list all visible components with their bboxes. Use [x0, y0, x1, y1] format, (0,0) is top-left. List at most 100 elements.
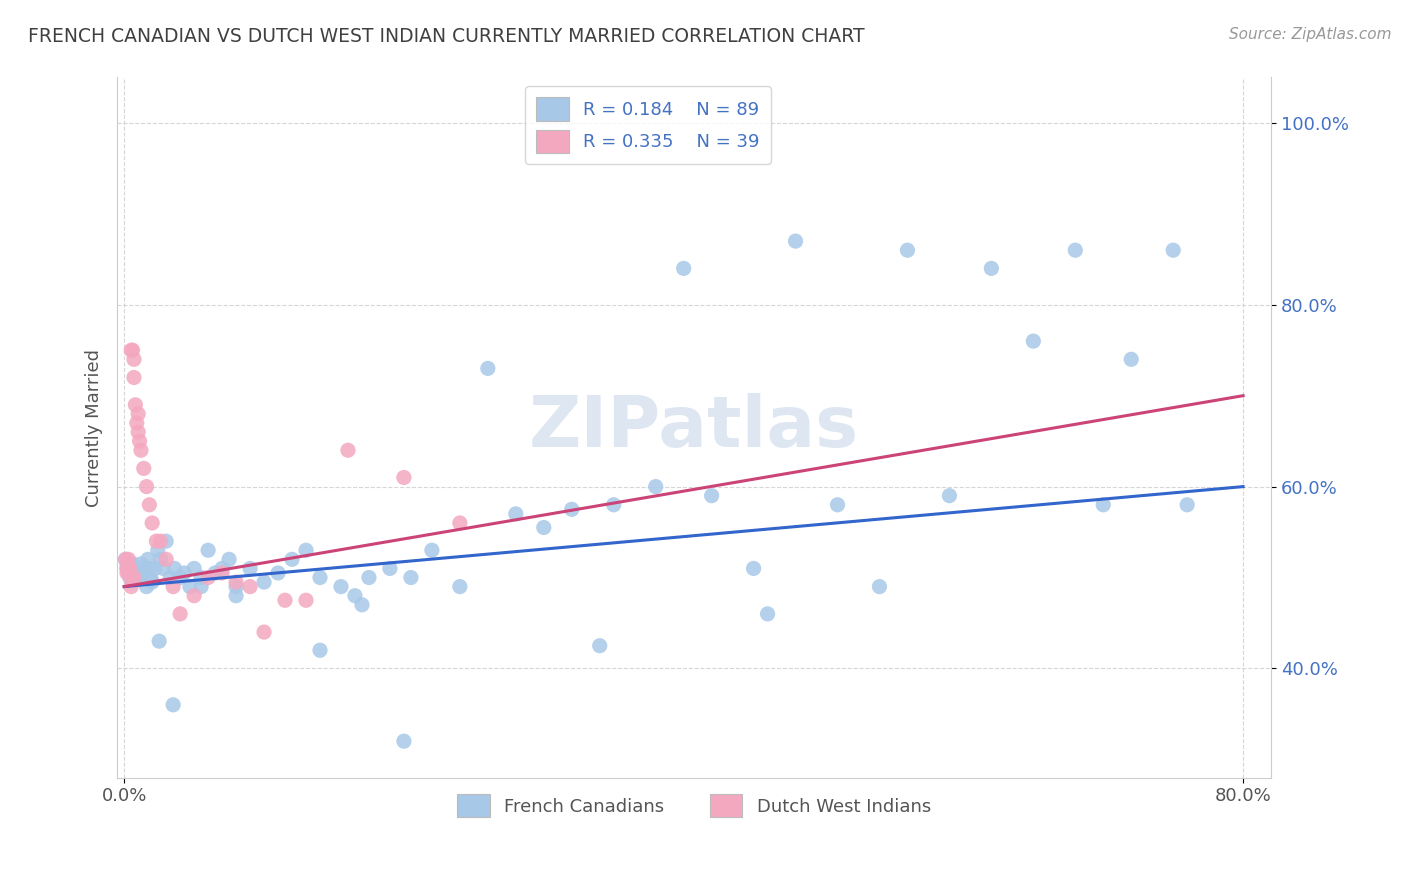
Point	[155, 552, 177, 566]
Point	[225, 575, 247, 590]
Point	[295, 543, 318, 558]
Point	[1064, 243, 1087, 257]
Point	[141, 516, 163, 530]
Point	[533, 520, 555, 534]
Point	[122, 352, 145, 367]
Point	[120, 343, 142, 358]
Legend: French Canadians, Dutch West Indians: French Canadians, Dutch West Indians	[450, 787, 938, 824]
Point	[127, 570, 149, 584]
Point	[477, 361, 499, 376]
Point	[118, 570, 141, 584]
Point	[378, 561, 401, 575]
Point	[742, 561, 765, 575]
Point	[183, 589, 205, 603]
Point	[152, 561, 174, 575]
Point	[120, 570, 142, 584]
Point	[505, 507, 527, 521]
Point	[225, 589, 247, 603]
Point	[114, 552, 136, 566]
Point	[700, 489, 723, 503]
Point	[135, 480, 157, 494]
Point	[120, 566, 142, 580]
Point	[211, 561, 233, 575]
Point	[449, 516, 471, 530]
Point	[124, 566, 146, 580]
Point	[336, 443, 359, 458]
Point	[392, 734, 415, 748]
Point	[672, 261, 695, 276]
Point	[204, 566, 226, 580]
Point	[132, 566, 155, 580]
Point	[115, 557, 138, 571]
Point	[117, 561, 139, 575]
Point	[122, 570, 145, 584]
Point	[281, 552, 304, 566]
Point	[115, 561, 138, 575]
Point	[131, 561, 153, 575]
Point	[896, 243, 918, 257]
Point	[399, 570, 422, 584]
Point	[1092, 498, 1115, 512]
Point	[117, 561, 139, 575]
Point	[132, 461, 155, 475]
Point	[980, 261, 1002, 276]
Point	[127, 425, 149, 439]
Point	[129, 557, 152, 571]
Point	[253, 625, 276, 640]
Point	[169, 570, 191, 584]
Point	[309, 570, 332, 584]
Point	[1121, 352, 1143, 367]
Y-axis label: Currently Married: Currently Married	[86, 349, 103, 507]
Text: Source: ZipAtlas.com: Source: ZipAtlas.com	[1229, 27, 1392, 42]
Point	[128, 566, 150, 580]
Point	[129, 570, 152, 584]
Point	[122, 561, 145, 575]
Point	[330, 580, 353, 594]
Point	[134, 561, 156, 575]
Point	[869, 580, 891, 594]
Point	[121, 557, 143, 571]
Point	[118, 561, 141, 575]
Point	[115, 561, 138, 575]
Point	[141, 575, 163, 590]
Point	[392, 470, 415, 484]
Point	[128, 434, 150, 449]
Point	[138, 498, 160, 512]
Point	[785, 234, 807, 248]
Point	[127, 561, 149, 575]
Point	[644, 480, 666, 494]
Point	[603, 498, 626, 512]
Point	[1175, 498, 1198, 512]
Point	[117, 552, 139, 566]
Point	[121, 343, 143, 358]
Point	[148, 634, 170, 648]
Point	[163, 561, 186, 575]
Point	[114, 552, 136, 566]
Point	[146, 543, 169, 558]
Point	[118, 561, 141, 575]
Point	[561, 502, 583, 516]
Point	[149, 552, 172, 566]
Point	[125, 416, 148, 430]
Point	[239, 580, 262, 594]
Point	[159, 570, 181, 584]
Text: FRENCH CANADIAN VS DUTCH WEST INDIAN CURRENTLY MARRIED CORRELATION CHART: FRENCH CANADIAN VS DUTCH WEST INDIAN CUR…	[28, 27, 865, 45]
Point	[420, 543, 443, 558]
Point	[589, 639, 612, 653]
Point	[135, 580, 157, 594]
Point	[267, 566, 290, 580]
Point	[120, 570, 142, 584]
Point	[127, 407, 149, 421]
Point	[179, 580, 201, 594]
Point	[218, 552, 240, 566]
Point	[211, 566, 233, 580]
Point	[129, 443, 152, 458]
Point	[239, 561, 262, 575]
Point	[120, 580, 142, 594]
Point	[756, 607, 779, 621]
Point	[121, 566, 143, 580]
Point	[183, 561, 205, 575]
Point	[139, 570, 162, 584]
Point	[149, 534, 172, 549]
Point	[124, 561, 146, 575]
